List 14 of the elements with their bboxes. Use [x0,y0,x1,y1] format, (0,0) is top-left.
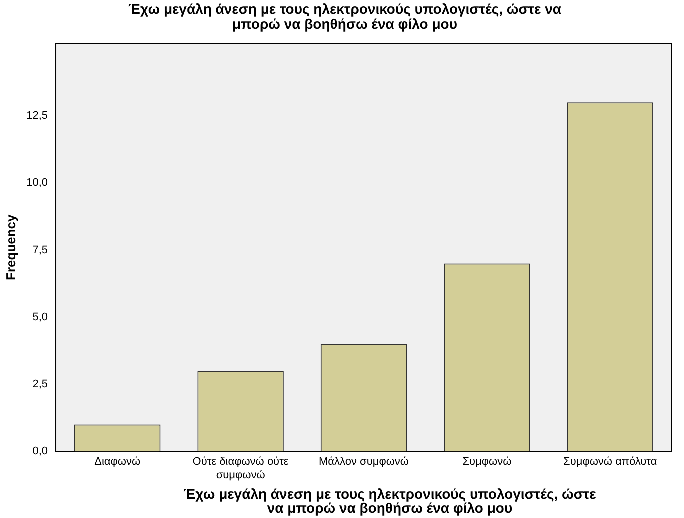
y-tick-label: 12,5 [26,110,48,122]
y-axis-title: Frequency [3,214,18,280]
x-tick-label: Ούτε διαφωνώ ούτε συμφωνώ [192,456,289,482]
y-tick-label: 5,0 [32,311,48,324]
y-tick-label: 7,5 [32,244,48,256]
y-tick-label: 0,0 [32,446,48,458]
x-tick-label: Μάλλον συμφωνώ [319,456,410,468]
x-tick-label: Συμφωνώ [462,456,512,468]
chart-title: Έχω μεγάλη άνεση με τους ηλεκτρονικούς υπολογιστές, ώστε να μπορώ να βοηθήσω ένα φίλο μου [128,1,562,32]
x-tick-label: Συμφωνώ απόλυτα [564,456,658,468]
y-tick-label: 2,5 [32,378,48,391]
y-tick-label: 10,0 [26,177,48,190]
x-tick-label: Διαφωνώ [94,456,141,468]
x-axis-title: Έχω μεγάλη άνεση με τους ηλεκτρονικούς υπολογιστές, ώστε να μπορώ να βοηθήσω ένα φίλο μου [182,486,598,516]
